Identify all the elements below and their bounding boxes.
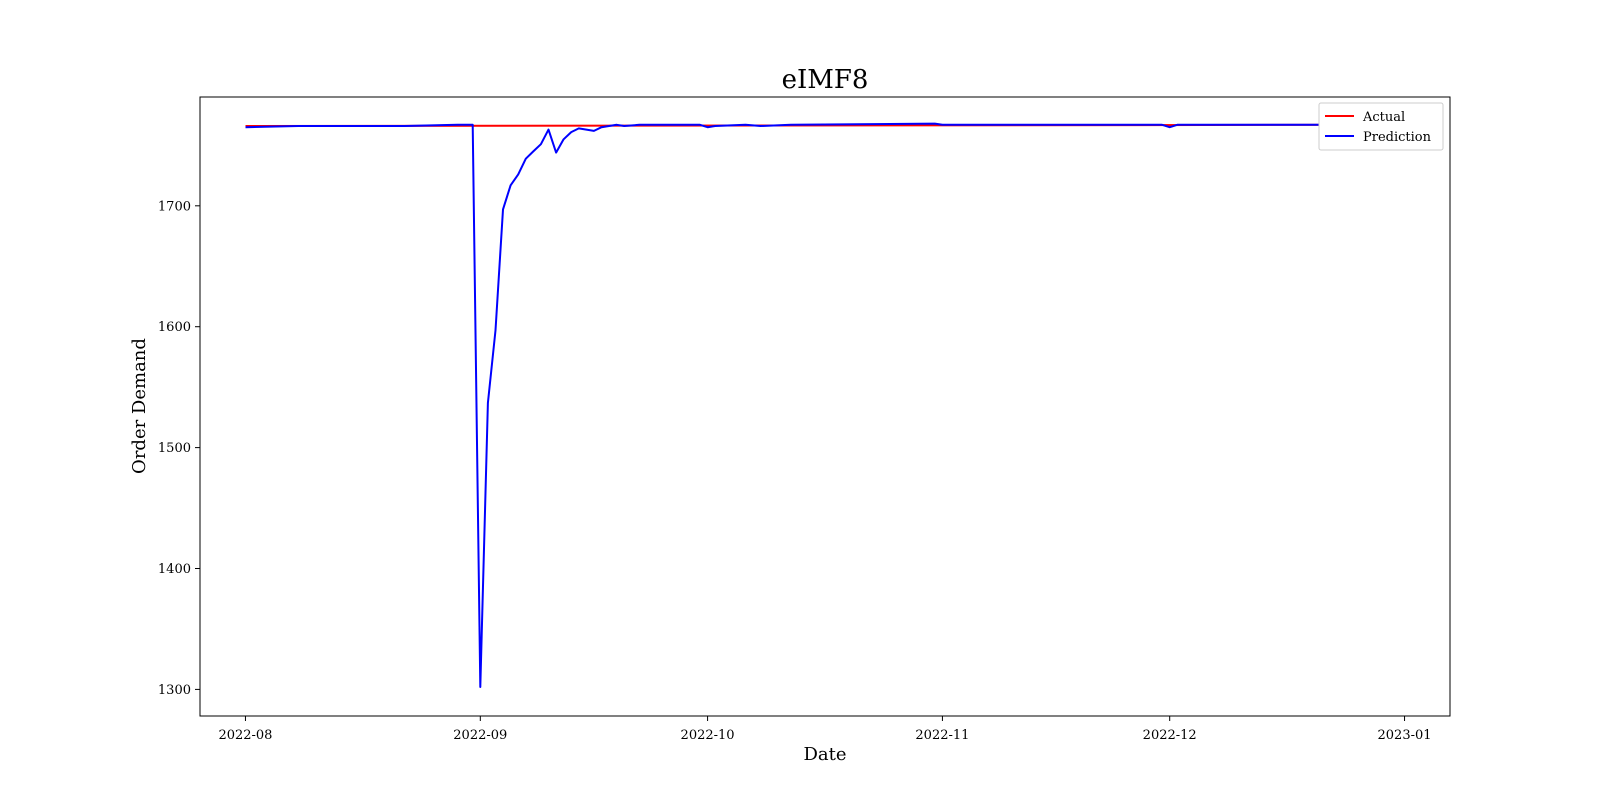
x-tick-label: 2022-12 [1143,728,1197,743]
x-tick-label: 2022-09 [453,728,507,743]
y-tick-label: 1600 [158,320,191,335]
y-tick-label: 1500 [158,441,191,456]
legend: Actual Prediction [1318,102,1444,151]
legend-label-prediction: Prediction [1363,130,1432,145]
y-tick-label: 1700 [158,199,191,214]
legend-box [1318,102,1444,151]
x-tick-label: 2023-01 [1378,728,1432,743]
y-tick-label: 1300 [158,683,191,698]
chart-title: eIMF8 [782,65,869,95]
plot-frame [199,96,1451,717]
x-axis-title: Date [803,744,846,765]
y-axis-title: Order Demand [129,338,150,474]
series-line-prediction [245,122,1397,688]
x-tick-label: 2022-08 [218,728,272,743]
x-tick-label: 2022-10 [681,728,735,743]
y-tick-label: 1400 [158,562,191,577]
x-tick-label: 2022-11 [915,728,969,743]
legend-label-actual: Actual [1362,110,1405,125]
